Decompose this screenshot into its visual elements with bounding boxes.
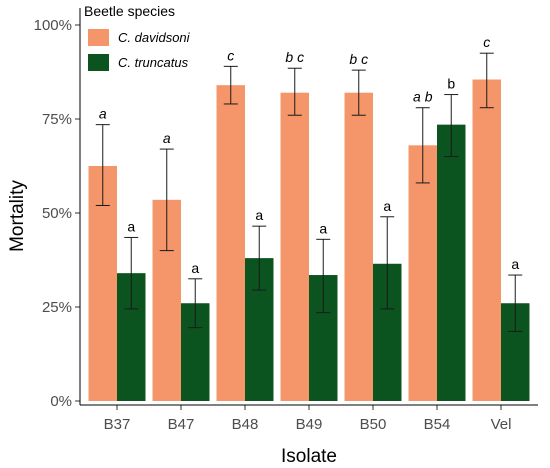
x-tick-label-b49: B49 [296,416,323,433]
significance-label-truncatus-b48: a [255,207,263,223]
significance-label-davidsoni-b49: b c [285,49,304,65]
significance-label-davidsoni-b48: c [227,47,234,63]
error-bar-truncatus-b47 [188,278,203,329]
error-bar-davidsoni-b49 [287,67,302,116]
y-axis-title: Mortality [7,180,28,252]
bar-davidsoni-b48 [216,85,245,401]
x-tick-label-b37: B37 [104,416,131,433]
x-tick-label-b47: B47 [168,416,195,433]
legend-label-truncatus: C. truncatus [118,55,189,70]
axes: B37 B47 B48 B49 B50 B54 Vel 0% 25% 50% 75% 100% [34,8,538,433]
x-tick-label-vel: Vel [491,416,512,433]
x-tick-label-b48: B48 [232,416,259,433]
x-tick-label-b50: B50 [360,416,387,433]
significance-label-truncatus-b54: b [447,76,455,92]
legend-label-davidsoni: C. davidsoni [118,30,191,45]
y-tick-label-100: 100% [34,17,72,34]
errorbars-layer [95,52,523,332]
bar-davidsoni-b49 [280,92,309,402]
significance-label-davidsoni-b37: a [99,106,107,122]
bar-davidsoni-b50 [344,92,373,402]
significance-label-truncatus-b37: a [127,218,135,234]
x-axis-title: Isolate [281,446,337,467]
y-tick-label-0: 0% [50,393,72,410]
x-tick-label-b54: B54 [424,416,451,433]
significance-label-davidsoni-vel: c [483,34,490,50]
legend-swatch-davidsoni [88,29,109,46]
error-bar-davidsoni-b37 [95,124,110,206]
significance-label-davidsoni-b47: a [163,130,171,146]
legend-title: Beetle species [84,3,175,19]
error-bar-davidsoni-b48 [223,65,238,105]
significance-label-truncatus-vel: a [511,256,519,272]
significance-label-truncatus-b50: a [383,198,391,214]
error-bar-truncatus-b54 [444,94,459,158]
error-bar-davidsoni-b50 [351,69,366,116]
error-bar-truncatus-vel [508,274,523,332]
bar-davidsoni-b54 [408,145,437,401]
error-bar-truncatus-b50 [380,216,395,310]
legend: Beetle species C. davidsoni C. truncatus [84,3,191,71]
y-tick-label-75: 75% [42,111,72,128]
error-bar-truncatus-b49 [316,238,331,314]
error-bar-davidsoni-b54 [415,107,430,184]
bars-layer [88,79,530,402]
error-bar-truncatus-b48 [252,225,267,291]
legend-swatch-truncatus [88,54,109,71]
y-tick-label-50: 50% [42,205,72,222]
significance-label-truncatus-b47: a [191,260,199,276]
error-bar-davidsoni-vel [479,52,494,109]
error-bar-davidsoni-b47 [159,148,174,252]
significance-label-truncatus-b49: a [319,220,327,236]
significance-labels: a a a a c a b c a b c a a b b c a [99,34,519,276]
significance-label-davidsoni-b50: b c [349,51,368,67]
bar-truncatus-b54 [437,124,466,401]
error-bar-truncatus-b37 [124,236,139,310]
bar-davidsoni-vel [472,79,501,402]
significance-label-davidsoni-b54: a b [413,89,433,105]
y-tick-label-25: 25% [42,299,72,316]
